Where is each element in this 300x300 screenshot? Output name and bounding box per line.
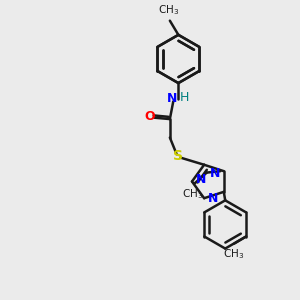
Text: CH$_3$: CH$_3$ [223,247,244,261]
Text: N: N [196,173,206,186]
Text: S: S [173,149,183,163]
Text: N: N [167,92,177,105]
Text: CH$_3$: CH$_3$ [158,4,179,17]
Text: H: H [180,91,189,104]
Text: O: O [145,110,155,123]
Text: N: N [210,167,220,180]
Text: CH$_3$: CH$_3$ [182,187,203,201]
Text: N: N [208,192,218,205]
